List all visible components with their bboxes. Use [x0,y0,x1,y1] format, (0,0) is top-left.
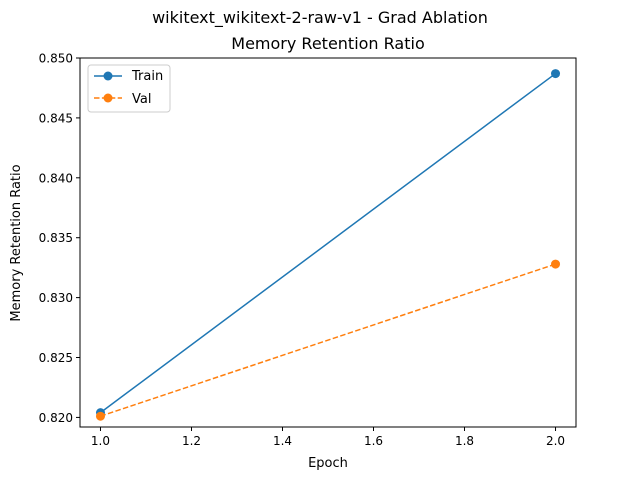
x-tick-label: 1.0 [91,434,110,448]
y-tick-label: 0.830 [39,291,73,305]
y-tick-label: 0.835 [39,231,73,245]
y-tick-label: 0.820 [39,411,73,425]
data-point-val [95,411,105,421]
y-axis-label: Memory Retention Ratio [9,164,24,321]
y-tick-label: 0.850 [39,52,73,66]
x-tick-label: 2.0 [546,434,565,448]
legend-marker-val [103,93,113,103]
plot-area [95,69,561,421]
data-point-train [551,69,561,79]
chart-legend: Train Val [87,64,171,113]
x-tick-label: 1.6 [364,434,383,448]
legend-label-val: Val [132,92,151,107]
y-tick-label: 0.825 [39,351,73,365]
legend-label-train: Train [131,69,163,84]
plot-frame [79,57,577,428]
y-tick-label: 0.840 [39,171,73,185]
axis-ticks: 1.0 1.2 1.4 1.6 1.8 2.0 0.820 0.825 0.830 0.835 0.… [39,52,565,449]
x-tick-label: 1.4 [273,434,292,448]
data-point-val [551,259,561,269]
series-line-train [100,72,556,414]
chart-suptitle: wikitext_wikitext-2-raw-v1 - Grad Ablati… [152,8,488,28]
x-tick-label: 1.2 [182,434,201,448]
legend-marker-train [103,71,113,81]
x-tick-label: 1.8 [455,434,474,448]
x-axis-label: Epoch [308,456,348,471]
y-tick-label: 0.845 [39,111,73,125]
chart-title: Memory Retention Ratio [231,34,424,53]
series-line-val [100,263,556,417]
